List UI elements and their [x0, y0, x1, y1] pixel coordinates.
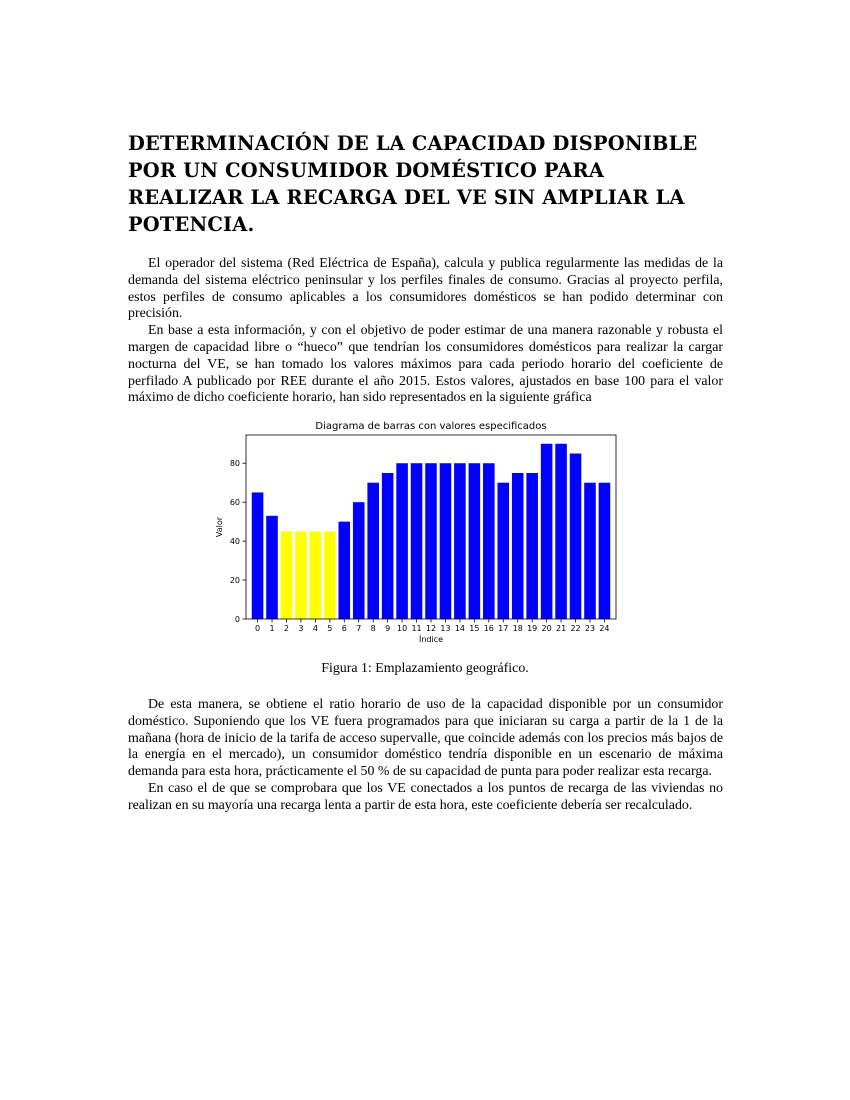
bar-7 — [352, 502, 365, 619]
bar-12 — [425, 463, 437, 619]
paragraph-3: De esta manera, se obtiene el ratio hora… — [128, 697, 723, 780]
x-tick-label-16: 16 — [484, 624, 494, 633]
paragraph-4: En caso el de que se comprobara que los … — [128, 780, 723, 813]
paragraph-2: En base a esta información, y con el obj… — [128, 323, 723, 406]
document-lower-text: De esta manera, se obtiene el ratio hora… — [128, 697, 723, 815]
x-tick-label-17: 17 — [498, 624, 508, 633]
bar-3 — [295, 531, 307, 619]
x-tick-label-14: 14 — [455, 624, 465, 633]
x-tick-label-19: 19 — [527, 624, 537, 633]
x-tick-label-4: 4 — [313, 624, 318, 633]
figure-caption: Figura 1: Emplazamiento geográfico. — [321, 661, 529, 676]
x-tick-label-0: 0 — [255, 624, 260, 633]
x-tick-label-13: 13 — [440, 624, 450, 633]
bar-chart-figure: Diagrama de barras con valores especific… — [210, 414, 630, 650]
bar-14 — [454, 463, 466, 619]
y-tick-label-60: 60 — [230, 498, 240, 507]
bar-20 — [540, 443, 553, 619]
bar-0 — [251, 492, 264, 619]
bar-21 — [555, 443, 567, 619]
x-tick-label-2: 2 — [284, 624, 289, 633]
x-tick-label-10: 10 — [397, 624, 407, 633]
bar-23 — [584, 482, 596, 619]
bar-chart: Diagrama de barras con valores especific… — [215, 421, 617, 644]
x-tick-label-12: 12 — [426, 624, 436, 633]
bar-5 — [324, 531, 336, 619]
y-axis-label: Valor — [215, 516, 224, 537]
x-tick-label-21: 21 — [556, 624, 566, 633]
bar-24 — [598, 482, 611, 619]
bar-18 — [511, 472, 524, 619]
bar-4 — [309, 531, 322, 619]
bar-11 — [410, 463, 423, 619]
x-tick-label-15: 15 — [469, 624, 479, 633]
x-tick-label-11: 11 — [411, 624, 421, 633]
bar-13 — [439, 463, 452, 619]
x-tick-label-18: 18 — [513, 624, 523, 633]
bar-8 — [367, 482, 379, 619]
bar-17 — [497, 482, 510, 619]
chart-title: Diagrama de barras con valores especific… — [315, 421, 546, 432]
paragraph-1: El operador del sistema (Red Eléctrica d… — [128, 256, 723, 322]
bar-10 — [396, 463, 408, 619]
x-tick-label-7: 7 — [356, 624, 361, 633]
bar-16 — [483, 463, 495, 619]
section-heading: DETERMINACIÓN DE LA CAPACIDAD DISPONIBLE… — [128, 132, 698, 236]
x-tick-label-3: 3 — [298, 624, 303, 633]
x-tick-label-20: 20 — [542, 624, 552, 633]
bar-2 — [280, 531, 293, 619]
x-tick-label-5: 5 — [327, 624, 332, 633]
x-tick-label-9: 9 — [385, 624, 390, 633]
x-tick-label-1: 1 — [269, 624, 274, 633]
x-tick-label-8: 8 — [371, 624, 376, 633]
x-tick-label-23: 23 — [585, 624, 595, 633]
bar-22 — [569, 453, 582, 619]
x-tick-label-24: 24 — [599, 624, 609, 633]
bar-19 — [526, 472, 538, 619]
bar-1 — [266, 515, 278, 619]
y-tick-label-20: 20 — [230, 576, 240, 585]
x-tick-label-22: 22 — [570, 624, 580, 633]
x-tick-label-6: 6 — [342, 624, 347, 633]
y-tick-label-0: 0 — [235, 615, 240, 624]
bar-9 — [381, 472, 394, 619]
x-axis-label: Índice — [419, 633, 443, 644]
y-tick-label-40: 40 — [230, 537, 240, 546]
bar-6 — [338, 521, 351, 619]
bar-15 — [468, 463, 481, 619]
document-page: DETERMINACIÓN DE LA CAPACIDAD DISPONIBLE… — [128, 130, 723, 407]
y-tick-label-80: 80 — [230, 459, 240, 468]
